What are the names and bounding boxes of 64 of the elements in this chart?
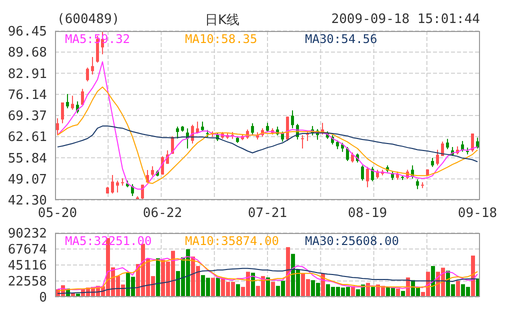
y-tick-label: 69.37 xyxy=(8,109,47,124)
text: MA10:58.35 xyxy=(185,32,258,46)
x-tick-label: 06-22 xyxy=(142,206,182,222)
line-series xyxy=(57,86,478,184)
y-tick-label: 22558 xyxy=(8,274,47,290)
y-tick-label: 55.84 xyxy=(8,151,48,166)
y-tick-label: 89.68 xyxy=(8,46,47,61)
candlestick xyxy=(86,67,89,82)
bar xyxy=(211,278,215,297)
y-tick-label: 82.91 xyxy=(8,66,47,82)
series-label: MA10:35874.00 xyxy=(185,234,279,248)
candlestick xyxy=(301,134,304,150)
x-tick-label: 09-18 xyxy=(458,206,498,222)
candlestick xyxy=(81,88,84,106)
candlestick xyxy=(151,166,154,177)
bar xyxy=(286,247,290,297)
series-label: MA30:25608.00 xyxy=(305,234,399,248)
text: 2009-09-18 15:01:44 xyxy=(331,12,480,27)
x-tick-label: 05-20 xyxy=(38,206,78,222)
bar xyxy=(216,278,220,297)
chart-title: (600489) xyxy=(57,12,120,27)
candlestick xyxy=(366,166,369,188)
bar xyxy=(156,258,160,297)
candlestick xyxy=(416,178,419,190)
line-series xyxy=(57,268,478,294)
y-tick-label: 42.30 xyxy=(8,194,47,209)
candlestick xyxy=(251,122,254,135)
y-tick-label: 76.14 xyxy=(8,88,48,103)
candlestick xyxy=(446,138,449,150)
candlestick xyxy=(346,146,349,162)
candlestick xyxy=(141,184,144,200)
candlestick xyxy=(71,95,74,110)
candlestick xyxy=(111,174,114,194)
candlestick xyxy=(281,131,284,142)
candlestick xyxy=(201,121,204,132)
x-tick-label: 07-21 xyxy=(248,206,288,222)
y-tick-label: 45116 xyxy=(8,258,47,274)
candlestick xyxy=(361,164,364,182)
candlestick xyxy=(266,122,269,133)
candlestick xyxy=(116,180,119,194)
candlestick xyxy=(351,152,354,164)
bar xyxy=(456,280,460,297)
candlestick xyxy=(436,149,439,166)
y-tick-label: 62.61 xyxy=(8,130,47,146)
bar xyxy=(471,256,475,297)
y-tick-label: 96.45 xyxy=(8,24,47,40)
candlestick xyxy=(66,94,69,109)
candlestick xyxy=(471,133,474,152)
candlestick xyxy=(441,141,444,156)
candlestick xyxy=(56,118,59,136)
y-tick-label: 0 xyxy=(39,290,47,306)
y-tick-label: 67674 xyxy=(8,242,48,258)
chart-subtitle: 日K线 xyxy=(205,12,240,29)
bar xyxy=(236,284,240,297)
text: MA30:54.56 xyxy=(305,32,378,46)
candlestick xyxy=(291,110,294,129)
candlestick xyxy=(61,102,64,124)
x-tick-label: 08-19 xyxy=(348,206,388,222)
y-tick-label: 49.07 xyxy=(8,172,47,188)
candlestick xyxy=(176,126,179,140)
candlestick xyxy=(91,56,94,76)
candlestick xyxy=(431,157,434,168)
y-tick-label: 90232 xyxy=(8,226,47,242)
bar xyxy=(271,282,275,297)
